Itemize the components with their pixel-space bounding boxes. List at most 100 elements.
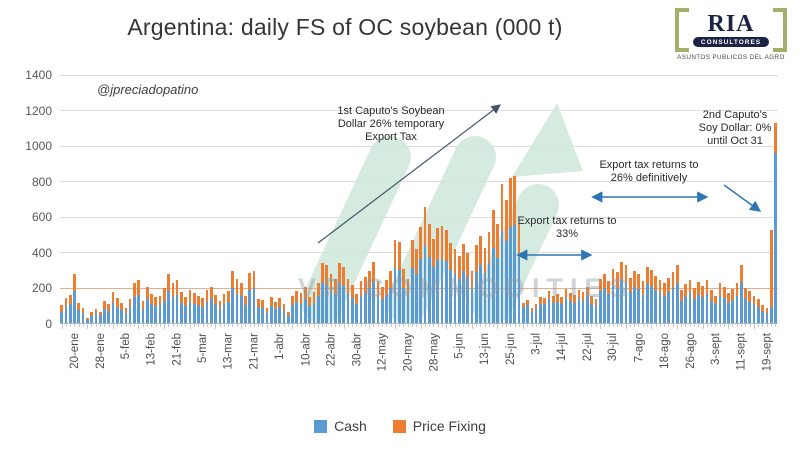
- y-tick-label: 0: [45, 317, 52, 331]
- price-fixing-segment: [684, 284, 688, 297]
- cash-segment: [141, 308, 145, 324]
- x-axis-tick: [339, 324, 341, 327]
- x-axis-tick: [369, 324, 371, 329]
- price-fixing-segment: [509, 178, 512, 228]
- x-axis-tick: [253, 324, 255, 327]
- price-fixing-segment: [667, 277, 670, 292]
- stacked-bar: [98, 311, 102, 324]
- cash-segment: [479, 265, 482, 324]
- x-axis-tick: [540, 324, 542, 327]
- price-fixing-segment: [60, 305, 64, 313]
- cash-segment: [346, 293, 350, 324]
- x-axis-tick: [99, 324, 101, 327]
- price-fixing-segment: [222, 293, 226, 304]
- price-fixing-segment: [278, 298, 282, 308]
- price-fixing-segment: [124, 308, 128, 314]
- price-fixing-segment: [261, 300, 264, 308]
- price-fixing-segment: [727, 292, 730, 303]
- price-fixing-segment: [487, 231, 491, 263]
- x-axis-tick: [416, 324, 418, 327]
- cash-segment: [342, 285, 346, 324]
- cash-segment: [487, 262, 491, 324]
- cash-segment: [329, 291, 333, 324]
- stacked-bar: [650, 269, 653, 324]
- cash-segment: [282, 310, 286, 324]
- price-fixing-segment: [680, 290, 683, 301]
- x-axis-tick: [617, 324, 619, 327]
- cash-segment: [111, 302, 115, 324]
- stacked-bar: [697, 282, 700, 324]
- cash-segment: [252, 288, 256, 324]
- x-axis-tick: [155, 324, 157, 327]
- stacked-bar: [663, 283, 666, 324]
- x-axis-tick: [189, 324, 191, 329]
- x-axis-tick: [352, 324, 354, 327]
- cash-segment: [201, 307, 205, 324]
- x-axis-tick: [446, 324, 448, 329]
- price-fixing-segment: [355, 293, 358, 304]
- x-axis-tick: [125, 324, 127, 327]
- cash-segment: [504, 241, 508, 324]
- legend-item-cash: Cash: [314, 418, 367, 434]
- stacked-bar: [517, 224, 521, 324]
- y-tick-label: 600: [31, 210, 52, 225]
- cash-segment: [180, 302, 183, 324]
- price-fixing-segment: [650, 269, 653, 286]
- stacked-bar: [432, 238, 435, 324]
- x-tick-label: 3-sept: [710, 333, 723, 365]
- stacked-bar: [765, 308, 769, 324]
- cash-segment: [466, 276, 470, 324]
- x-axis-tick: [570, 324, 572, 327]
- x-axis-tick: [689, 324, 691, 327]
- x-axis-tick: [647, 324, 648, 327]
- stacked-bar: [761, 305, 764, 324]
- cash-segment: [692, 299, 696, 324]
- cash-segment: [658, 292, 662, 324]
- x-axis-tick: [629, 324, 631, 327]
- cash-segment: [427, 257, 431, 324]
- stacked-bar: [398, 242, 401, 324]
- cash-segment: [509, 227, 512, 324]
- x-axis-tick: [129, 324, 131, 327]
- stacked-bar: [73, 274, 76, 324]
- price-fixing-segment: [466, 252, 470, 277]
- x-axis-tick: [193, 324, 195, 327]
- cash-segment: [735, 295, 739, 324]
- x-tick-label: 22-jul: [581, 333, 594, 362]
- x-axis-tick: [775, 324, 777, 327]
- price-fixing-segment: [133, 283, 136, 298]
- stacked-bar: [256, 299, 260, 324]
- price-fixing-segment: [769, 229, 773, 308]
- price-fixing-segment: [218, 300, 222, 309]
- price-fixing-segment: [710, 290, 713, 301]
- stacked-bar: [688, 279, 692, 324]
- x-axis-tick: [364, 324, 366, 327]
- x-axis-tick: [642, 324, 644, 327]
- stacked-bar: [329, 274, 333, 324]
- stacked-bar: [389, 270, 393, 324]
- price-fixing-segment: [346, 278, 350, 294]
- x-axis-tick: [565, 324, 567, 327]
- price-fixing-segment: [496, 224, 500, 259]
- stacked-bar: [197, 295, 200, 324]
- x-axis-tick: [441, 324, 443, 327]
- price-fixing-segment: [757, 299, 760, 308]
- price-fixing-segment: [598, 278, 602, 292]
- price-fixing-segment: [530, 308, 534, 312]
- cash-segment: [483, 273, 487, 324]
- price-fixing-segment: [380, 286, 384, 300]
- cash-segment: [355, 303, 358, 324]
- x-axis-tick: [266, 324, 268, 329]
- stacked-bar: [479, 235, 482, 324]
- author-handle: @jpreciadopatino: [97, 82, 199, 97]
- cash-segment: [312, 302, 316, 324]
- stacked-bar: [727, 292, 730, 324]
- x-axis-tick: [288, 324, 289, 327]
- price-fixing-segment: [145, 286, 149, 300]
- cash-segment: [197, 305, 200, 324]
- x-axis-tick: [232, 324, 234, 327]
- x-axis-tick: [561, 324, 563, 327]
- x-axis-tick: [390, 324, 392, 327]
- x-axis-tick: [659, 324, 661, 327]
- stacked-bar: [77, 302, 81, 324]
